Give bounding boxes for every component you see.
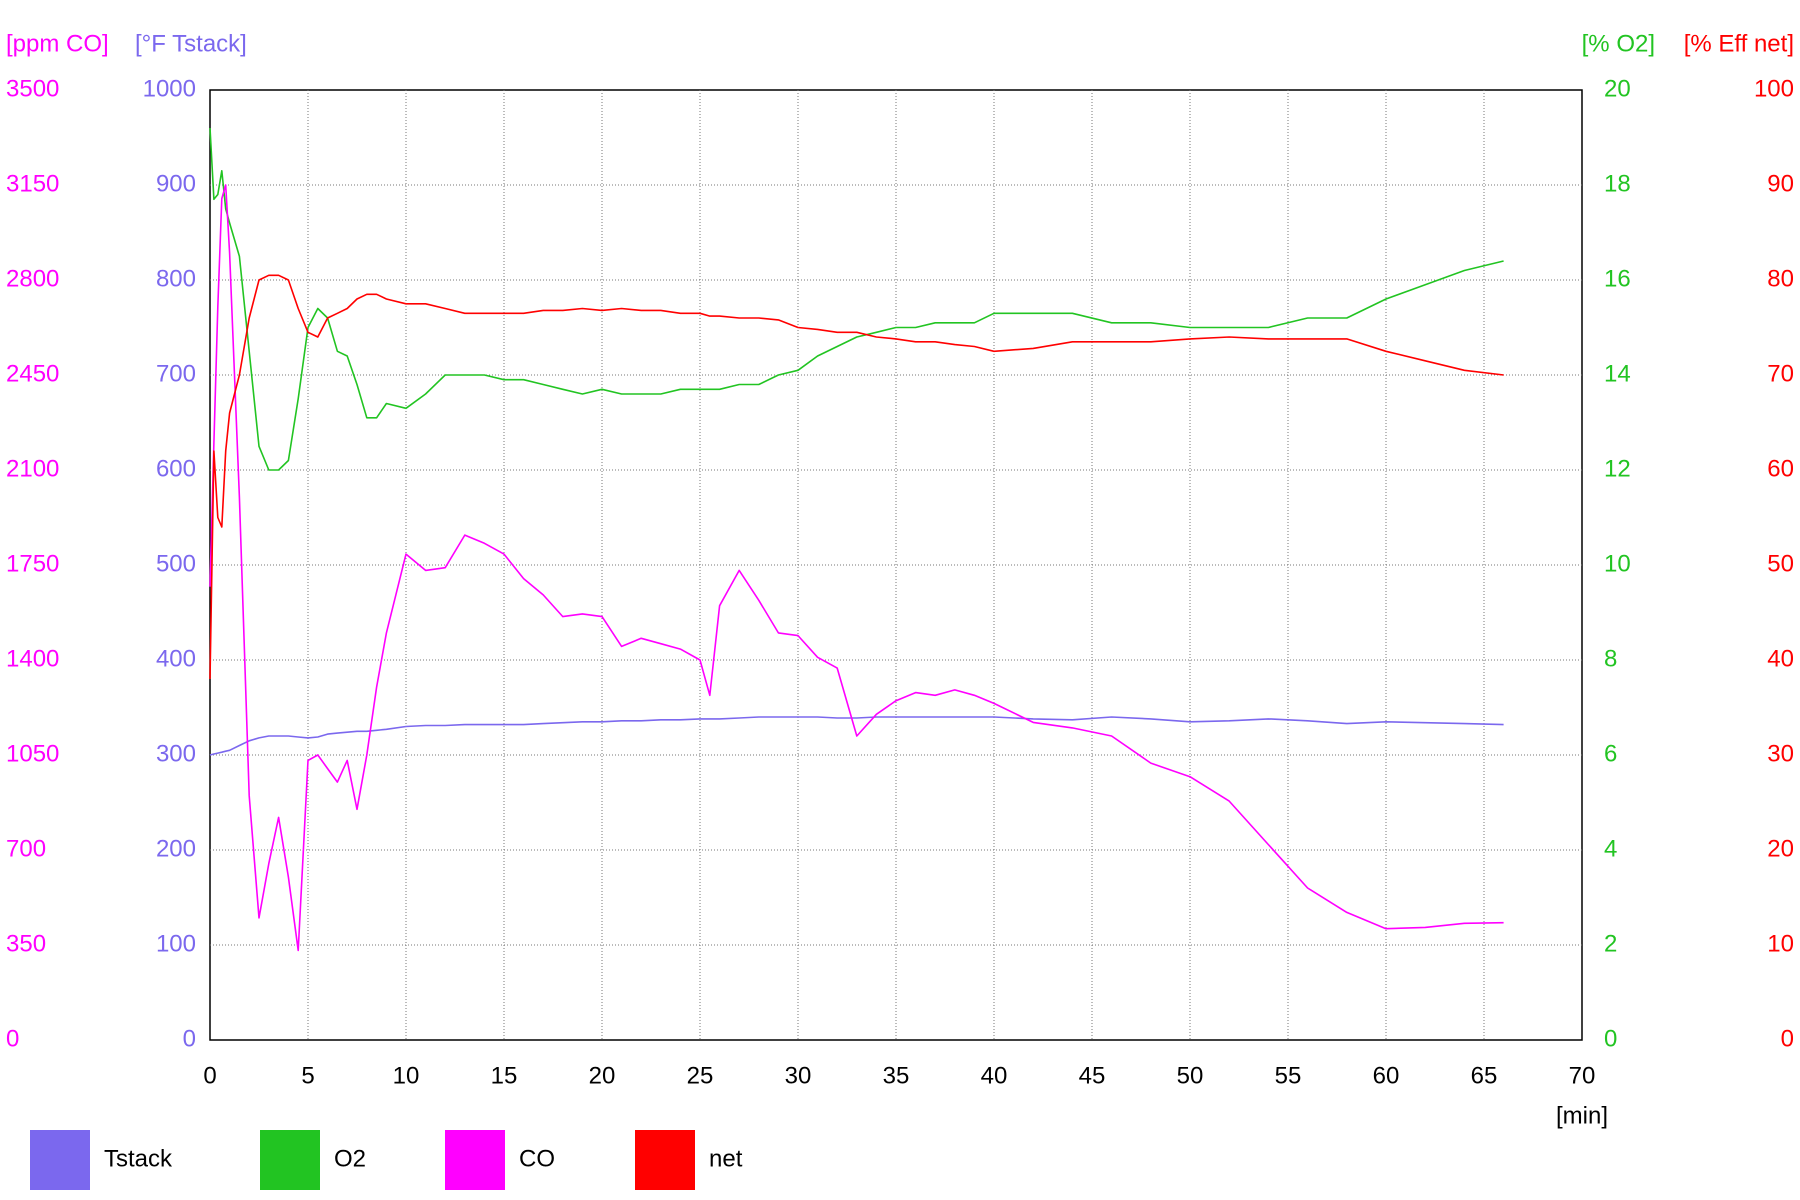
y-tick-label: 40 xyxy=(1767,645,1794,672)
y-tick-label: 70 xyxy=(1767,360,1794,387)
y-tick-label: 12 xyxy=(1604,455,1631,482)
axis-label: [ppm CO] xyxy=(6,30,109,57)
x-tick-label: 50 xyxy=(1177,1062,1204,1089)
y-tick-label: 6 xyxy=(1604,740,1617,767)
y-tick-label: 1050 xyxy=(6,740,59,767)
series-line xyxy=(209,274,1504,680)
y-tick-label: 300 xyxy=(156,740,196,767)
y-tick-label: 18 xyxy=(1604,170,1631,197)
y-tick-label: 3500 xyxy=(6,75,59,102)
x-tick-label: 45 xyxy=(1079,1062,1106,1089)
x-tick-label: 70 xyxy=(1569,1062,1596,1089)
y-tick-label: 2100 xyxy=(6,455,59,482)
y-tick-label: 600 xyxy=(156,455,196,482)
x-tick-label: 5 xyxy=(301,1062,314,1089)
y-tick-label: 30 xyxy=(1767,740,1794,767)
legend-swatch xyxy=(445,1130,505,1190)
y-tick-label: 8 xyxy=(1604,645,1617,672)
axis-label: [% Eff net] xyxy=(1684,30,1794,57)
y-tick-label: 500 xyxy=(156,550,196,577)
y-tick-label: 900 xyxy=(156,170,196,197)
y-tick-label: 0 xyxy=(1604,1025,1617,1052)
y-tick-label: 80 xyxy=(1767,265,1794,292)
series-line xyxy=(209,716,1504,756)
y-tick-label: 400 xyxy=(156,645,196,672)
x-tick-label: 15 xyxy=(491,1062,518,1089)
y-tick-label: 0 xyxy=(183,1025,196,1052)
x-tick-label: 65 xyxy=(1471,1062,1498,1089)
y-tick-label: 20 xyxy=(1604,75,1631,102)
x-tick-label: 60 xyxy=(1373,1062,1400,1089)
y-tick-label: 100 xyxy=(1754,75,1794,102)
axis-label: [°F Tstack] xyxy=(135,30,247,57)
y-tick-label: 16 xyxy=(1604,265,1631,292)
x-tick-label: 25 xyxy=(687,1062,714,1089)
y-tick-label: 2 xyxy=(1604,930,1617,957)
y-tick-label: 3150 xyxy=(6,170,59,197)
legend-swatch xyxy=(260,1130,320,1190)
y-tick-label: 1000 xyxy=(143,75,196,102)
y-tick-label: 4 xyxy=(1604,835,1617,862)
x-axis-label: [min] xyxy=(1556,1102,1608,1129)
axis-label: [% O2] xyxy=(1582,30,1655,57)
legend-label: net xyxy=(709,1145,743,1172)
y-tick-label: 14 xyxy=(1604,360,1631,387)
x-tick-label: 35 xyxy=(883,1062,910,1089)
y-tick-label: 350 xyxy=(6,930,46,957)
y-tick-label: 1400 xyxy=(6,645,59,672)
x-tick-label: 30 xyxy=(785,1062,812,1089)
y-tick-label: 10 xyxy=(1604,550,1631,577)
y-tick-label: 90 xyxy=(1767,170,1794,197)
y-tick-label: 0 xyxy=(6,1025,19,1052)
y-tick-label: 60 xyxy=(1767,455,1794,482)
legend-label: CO xyxy=(519,1145,555,1172)
x-tick-label: 40 xyxy=(981,1062,1008,1089)
y-tick-label: 800 xyxy=(156,265,196,292)
y-tick-label: 200 xyxy=(156,835,196,862)
legend-label: O2 xyxy=(334,1145,366,1172)
y-tick-label: 100 xyxy=(156,930,196,957)
x-tick-label: 0 xyxy=(203,1062,216,1089)
y-tick-label: 2800 xyxy=(6,265,59,292)
y-tick-label: 10 xyxy=(1767,930,1794,957)
x-tick-label: 55 xyxy=(1275,1062,1302,1089)
y-tick-label: 50 xyxy=(1767,550,1794,577)
y-tick-label: 700 xyxy=(6,835,46,862)
x-tick-label: 10 xyxy=(393,1062,420,1089)
series-line xyxy=(209,127,1504,471)
y-tick-label: 700 xyxy=(156,360,196,387)
y-tick-label: 1750 xyxy=(6,550,59,577)
y-tick-label: 2450 xyxy=(6,360,59,387)
y-tick-label: 0 xyxy=(1781,1025,1794,1052)
legend-swatch xyxy=(30,1130,90,1190)
legend-label: Tstack xyxy=(104,1145,173,1172)
x-tick-label: 20 xyxy=(589,1062,616,1089)
legend-swatch xyxy=(635,1130,695,1190)
series-line xyxy=(209,184,1504,952)
y-tick-label: 20 xyxy=(1767,835,1794,862)
